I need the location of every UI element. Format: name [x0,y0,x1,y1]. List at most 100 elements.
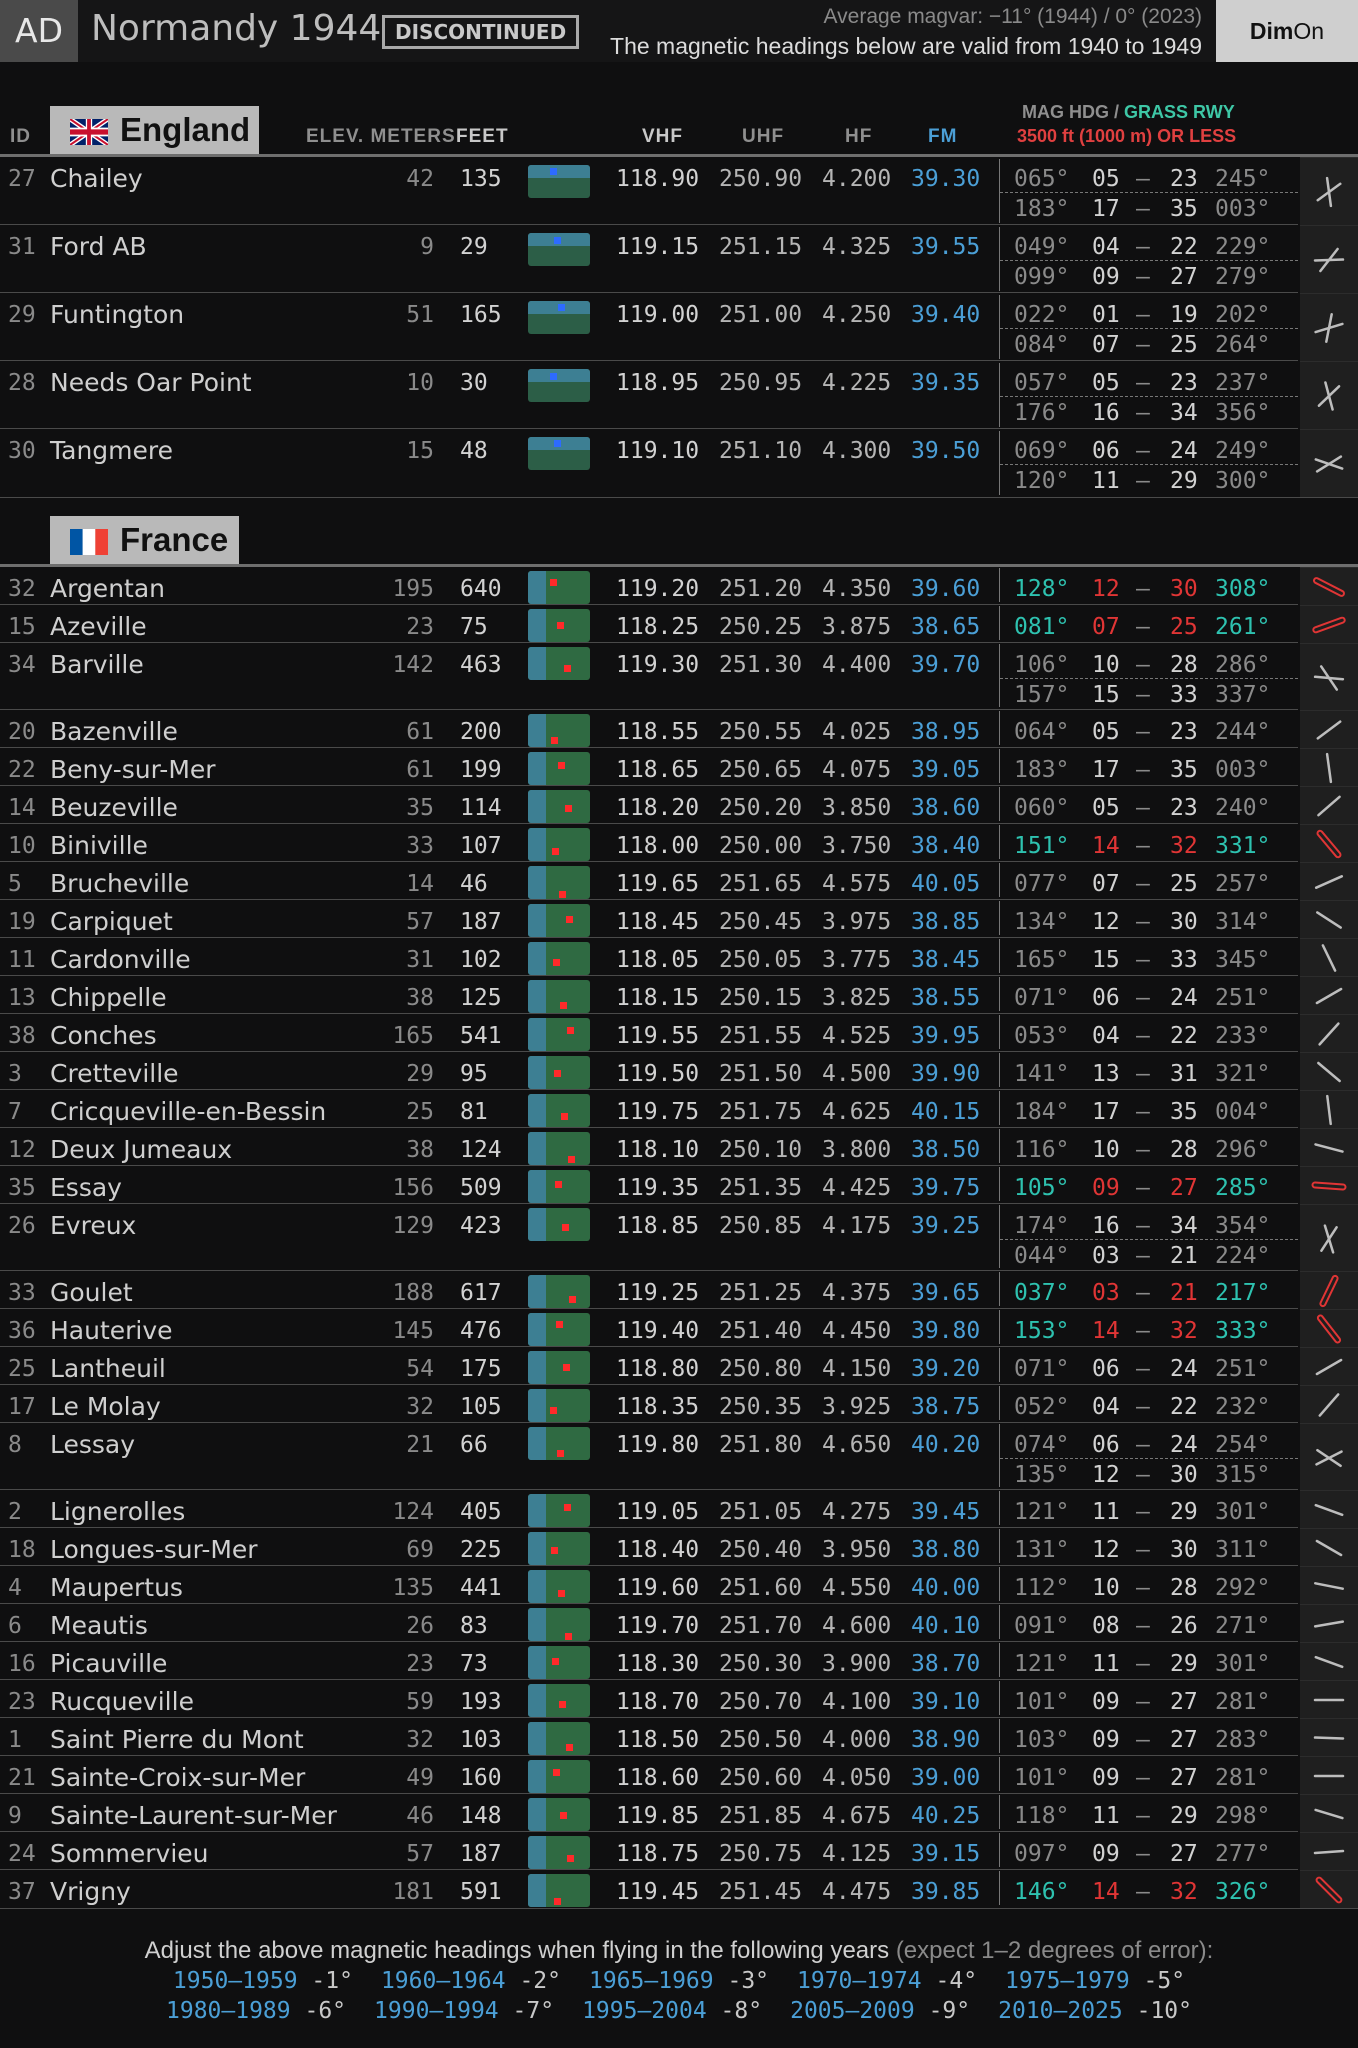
airfield-row[interactable]: 36 Hauterive 145 476 119.40 251.40 4.450 39.80 1… [0,1309,1358,1347]
airfield-row[interactable]: 4 Maupertus 135 441 119.60 251.60 4.550 40.00 11… [0,1566,1358,1604]
airfield-row[interactable]: 10 Biniville 33 107 118.00 250.00 3.750 38.40 15… [0,824,1358,862]
runway-heading: 174° [1014,1213,1070,1239]
airfield-name[interactable]: Lessay [50,1430,136,1459]
runway-diagram-cell [1300,1128,1358,1166]
runway-layout-icon [1326,1094,1332,1126]
airfield-location-map-icon [528,1722,590,1755]
airfield-name[interactable]: Saint Pierre du Mont [50,1725,304,1754]
airfield-name[interactable]: Funtington [50,300,185,329]
airfield-name[interactable]: Ford AB [50,232,147,261]
airfield-row[interactable]: 1 Saint Pierre du Mont 32 103 118.50 250.50 4.… [0,1718,1358,1756]
airfield-name[interactable]: Le Molay [50,1392,161,1421]
airfield-row[interactable]: 17 Le Molay 32 105 118.35 250.35 3.925 38.75 052… [0,1385,1358,1423]
airfield-row[interactable]: 7 Cricqueville-en-Bessin 25 81 119.75 251.75 4… [0,1090,1358,1128]
airfield-name[interactable]: Sainte-Croix-sur-Mer [50,1763,306,1792]
airfield-row[interactable]: 33 Goulet 188 617 119.25 251.25 4.375 39.65 037°… [0,1271,1358,1309]
airfield-name[interactable]: Evreux [50,1211,137,1240]
airfield-name[interactable]: Meautis [50,1611,148,1640]
airfield-row[interactable]: 34 Barville 142 463 119.30 251.30 4.400 39.70 10… [0,643,1358,710]
airfield-name[interactable]: Hauterive [50,1316,173,1345]
runway-heading: 146° [1014,1879,1070,1905]
vhf-frequency: 118.30 [616,1651,700,1677]
airfield-row[interactable]: 26 Evreux 129 423 118.85 250.85 4.175 39.25 174°… [0,1204,1358,1271]
airfield-name[interactable]: Needs Oar Point [50,368,252,397]
airfield-name[interactable]: Essay [50,1173,122,1202]
airfield-row[interactable]: 5 Brucheville 14 46 119.65 251.65 4.575 40.05 07… [0,862,1358,900]
airfield-row[interactable]: 16 Picauville 23 73 118.30 250.30 3.900 38.70 12… [0,1642,1358,1680]
airfield-row[interactable]: 6 Meautis 26 83 119.70 251.70 4.600 40.10 091° 08… [0,1604,1358,1642]
airfield-name[interactable]: Deux Jumeaux [50,1135,233,1164]
airfield-name[interactable]: Rucqueville [50,1687,194,1716]
airfield-name[interactable]: Lantheuil [50,1354,166,1383]
uhf-frequency: 251.45 [719,1879,803,1905]
airfield-row[interactable]: 12 Deux Jumeaux 38 124 118.10 250.10 3.800 38.5… [0,1128,1358,1166]
airfield-row[interactable]: 8 Lessay 21 66 119.80 251.80 4.650 40.20 074° 06–… [0,1423,1358,1490]
airfield-row[interactable]: 27 Chailey 42 135 118.90 250.90 4.200 39.30 065°… [0,157,1358,225]
elevation-feet: 29 [460,234,488,260]
airfield-name[interactable]: Conches [50,1021,157,1050]
uhf-frequency: 250.60 [719,1765,803,1791]
airfield-name[interactable]: Argentan [50,574,166,603]
airfield-row[interactable]: 2 Lignerolles 124 405 119.05 251.05 4.275 39.45… [0,1490,1358,1528]
airfield-row[interactable]: 29 Funtington 51 165 119.00 251.00 4.250 39.40 0… [0,293,1358,361]
airfield-row[interactable]: 18 Longues-sur-Mer 69 225 118.40 250.40 3.950 3… [0,1528,1358,1566]
airfield-row[interactable]: 30 Tangmere 15 48 119.10 251.10 4.300 39.50 069°… [0,429,1358,497]
runway-number: 09 [1092,1841,1120,1867]
airfield-row[interactable]: 23 Rucqueville 59 193 118.70 250.70 4.100 39.10… [0,1680,1358,1718]
airfield-row[interactable]: 21 Sainte-Croix-sur-Mer 49 160 118.60 250.60 4… [0,1756,1358,1794]
runway-number: 15 [1092,682,1120,708]
dim-on-toggle-button[interactable]: DimOn [1216,0,1358,62]
airfield-row[interactable]: 13 Chippelle 38 125 118.15 250.15 3.825 38.55 07… [0,976,1358,1014]
airfield-row[interactable]: 20 Bazenville 61 200 118.55 250.55 4.025 38.95 0… [0,710,1358,748]
runway-heading: 264° [1215,332,1271,358]
airfield-name[interactable]: Chailey [50,164,143,193]
dim-label: Dim [1249,18,1294,44]
elevation-feet: 135 [460,166,502,192]
airfield-name[interactable]: Sainte-Laurent-sur-Mer [50,1801,337,1830]
airfield-row[interactable]: 32 Argentan 195 640 119.20 251.20 4.350 39.60 12… [0,567,1358,605]
map-sea [528,904,546,937]
airfield-row[interactable]: 38 Conches 165 541 119.55 251.55 4.525 39.95 053… [0,1014,1358,1052]
airfield-name[interactable]: Chippelle [50,983,167,1012]
runway-heading: 261° [1215,614,1271,640]
airfield-row[interactable]: 9 Sainte-Laurent-sur-Mer 46 148 119.85 251.85… [0,1794,1358,1832]
airfield-name[interactable]: Beuzeville [50,793,178,822]
airfield-id: 18 [8,1537,36,1563]
airfield-name[interactable]: Brucheville [50,869,190,898]
airfield-name[interactable]: Cricqueville-en-Bessin [50,1097,327,1126]
airfield-row[interactable]: 24 Sommervieu 57 187 118.75 250.75 4.125 39.15 0… [0,1832,1358,1870]
runway-number: 22 [1170,234,1198,260]
airfield-name[interactable]: Azeville [50,612,147,641]
airfield-name[interactable]: Bazenville [50,717,178,746]
elevation-meters: 32 [406,1394,434,1420]
airfield-row[interactable]: 14 Beuzeville 35 114 118.20 250.20 3.850 38.60 0… [0,786,1358,824]
airfield-name[interactable]: Maupertus [50,1573,183,1602]
airfield-row[interactable]: 37 Vrigny 181 591 119.45 251.45 4.475 39.85 146°… [0,1870,1358,1908]
airfield-row[interactable]: 28 Needs Oar Point 10 30 118.95 250.95 4.225 39… [0,361,1358,429]
runway-heading: 105° [1014,1175,1070,1201]
airfield-name[interactable]: Sommervieu [50,1839,209,1868]
airfield-row[interactable]: 25 Lantheuil 54 175 118.80 250.80 4.150 39.20 07… [0,1347,1358,1385]
airfield-name[interactable]: Beny-sur-Mer [50,755,216,784]
airfield-name[interactable]: Picauville [50,1649,168,1678]
airfield-row[interactable]: 3 Cretteville 29 95 119.50 251.50 4.500 39.90 14… [0,1052,1358,1090]
airfield-name[interactable]: Tangmere [50,436,174,465]
airfield-name[interactable]: Cretteville [50,1059,179,1088]
hf-frequency: 4.150 [822,1356,892,1382]
airfield-name[interactable]: Cardonville [50,945,191,974]
airfield-name[interactable]: Longues-sur-Mer [50,1535,258,1564]
airfield-name[interactable]: Biniville [50,831,148,860]
airfield-row[interactable]: 15 Azeville 23 75 118.25 250.25 3.875 38.65 081°… [0,605,1358,643]
airfield-row[interactable]: 35 Essay 156 509 119.35 251.35 4.425 39.75 105° 0… [0,1166,1358,1204]
airfield-row[interactable]: 11 Cardonville 31 102 118.05 250.05 3.775 38.45… [0,938,1358,976]
uhf-frequency: 251.15 [719,234,803,260]
airfield-name[interactable]: Goulet [50,1278,133,1307]
airfield-row[interactable]: 22 Beny-sur-Mer 61 199 118.65 250.65 4.075 39.0… [0,748,1358,786]
airfield-row[interactable]: 31 Ford AB 9 29 119.15 251.15 4.325 39.55 049° 04… [0,225,1358,293]
airfield-row[interactable]: 19 Carpiquet 57 187 118.45 250.45 3.975 38.85 13… [0,900,1358,938]
airfield-name[interactable]: Vrigny [50,1877,131,1906]
uk-flag-icon [70,119,108,145]
airfield-name[interactable]: Barville [50,650,144,679]
airfield-name[interactable]: Lignerolles [50,1497,186,1526]
airfield-name[interactable]: Carpiquet [50,907,173,936]
